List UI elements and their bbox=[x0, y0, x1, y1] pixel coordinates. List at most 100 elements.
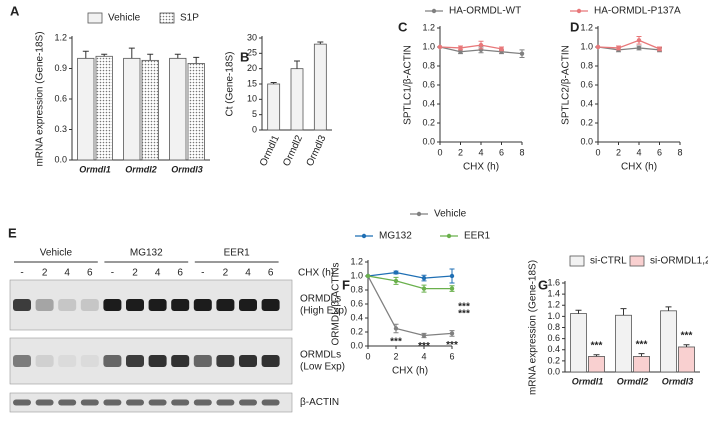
point bbox=[657, 46, 662, 52]
y-tick-label: 1.6 bbox=[547, 277, 560, 287]
legend-label: si-ORMDL1,2,3 bbox=[650, 256, 708, 267]
blot-band bbox=[80, 399, 99, 406]
y-tick-label: 1.2 bbox=[580, 22, 593, 32]
x-tick-label: 4 bbox=[636, 147, 641, 157]
point bbox=[393, 326, 399, 331]
group-label: EER1 bbox=[224, 248, 251, 259]
y-tick-label: 1.4 bbox=[547, 289, 560, 299]
x-tick-label: 6 bbox=[449, 351, 454, 361]
x-tick-label: Ormdl1 bbox=[79, 164, 111, 174]
bar bbox=[678, 346, 695, 373]
x-tick-label: Ormdl1 bbox=[572, 376, 604, 386]
bar bbox=[169, 57, 187, 161]
y-tick-label: 1.0 bbox=[350, 270, 363, 280]
point bbox=[437, 44, 443, 50]
blot-band bbox=[103, 355, 122, 367]
blot-band bbox=[171, 355, 190, 367]
error-bar bbox=[638, 353, 645, 357]
blot-band bbox=[13, 355, 31, 367]
x-tick-label: 4 bbox=[421, 351, 426, 361]
x-tick-label: Ormdl3 bbox=[662, 376, 694, 386]
blot-band bbox=[103, 399, 122, 406]
y-tick-label: 0.6 bbox=[547, 333, 560, 343]
y-axis-label: Ct (Gene-18S) bbox=[225, 51, 236, 116]
significance-label: *** bbox=[458, 309, 470, 320]
series-line bbox=[597, 39, 660, 50]
bar bbox=[615, 314, 632, 373]
point bbox=[421, 275, 427, 281]
significance-label: *** bbox=[458, 302, 470, 313]
x-tick-label: 2 bbox=[616, 147, 621, 157]
legend-label: S1P bbox=[180, 13, 199, 24]
error-bar bbox=[593, 354, 600, 357]
point bbox=[595, 44, 601, 50]
y-tick-label: 0.8 bbox=[547, 322, 560, 332]
point bbox=[449, 273, 455, 279]
blot-band bbox=[35, 299, 54, 311]
y-tick-label: 0.6 bbox=[350, 298, 363, 308]
row-label: ORMDLs bbox=[300, 294, 341, 305]
y-tick-label: 0.8 bbox=[350, 284, 363, 294]
y-tick-label: 1.0 bbox=[580, 41, 593, 51]
panel-letter: G bbox=[538, 277, 548, 292]
bar bbox=[290, 68, 304, 131]
blot-band bbox=[261, 399, 280, 406]
x-tick-label: 6 bbox=[657, 147, 662, 157]
legend-swatch bbox=[629, 255, 645, 267]
x-axis-label: CHX (h) bbox=[463, 162, 499, 173]
y-tick-label: 0.4 bbox=[422, 98, 435, 108]
legend-marker bbox=[431, 8, 437, 14]
y-axis-label: mRNA expression (Gene-18S) bbox=[528, 260, 539, 395]
error-bar bbox=[101, 53, 108, 57]
x-tick-label: Ormdl2 bbox=[125, 164, 157, 174]
y-tick-label: 0.6 bbox=[422, 79, 435, 89]
y-axis-label: SPTLC1/β-ACTIN bbox=[403, 45, 414, 125]
blot-band bbox=[58, 355, 77, 367]
error-bar bbox=[294, 60, 300, 69]
bar bbox=[123, 57, 141, 161]
legend-marker bbox=[361, 233, 367, 239]
bar bbox=[267, 83, 281, 131]
blot-band bbox=[103, 299, 122, 311]
blot-band bbox=[126, 399, 144, 406]
y-tick-label: 1.2 bbox=[547, 300, 560, 310]
error-bar bbox=[193, 56, 200, 64]
y-tick-label: 15 bbox=[247, 78, 257, 88]
bar bbox=[313, 43, 327, 131]
row-label: (Low Exp) bbox=[300, 362, 345, 373]
lane-label: 2 bbox=[42, 268, 48, 279]
y-tick-label: 0.4 bbox=[350, 312, 363, 322]
point bbox=[636, 38, 642, 43]
y-tick-label: 1.2 bbox=[54, 32, 67, 42]
lane-label: 6 bbox=[268, 268, 274, 279]
series-line bbox=[367, 275, 452, 290]
legend-label: Vehicle bbox=[434, 209, 467, 220]
x-tick-label: Ormdl2 bbox=[281, 133, 305, 168]
group-label: MG132 bbox=[130, 248, 163, 259]
x-axis-label: CHX (h) bbox=[392, 366, 428, 377]
row-label: (High Exp) bbox=[300, 306, 347, 317]
point bbox=[365, 273, 371, 279]
blot-band bbox=[171, 299, 190, 311]
significance-label: *** bbox=[591, 340, 603, 351]
legend-label: HA-ORMDL-P137A bbox=[594, 6, 681, 17]
y-tick-label: 1.0 bbox=[547, 311, 560, 321]
bar bbox=[95, 55, 113, 161]
panel-letter: E bbox=[8, 225, 17, 240]
blot-band bbox=[80, 299, 99, 311]
y-tick-label: 30 bbox=[247, 32, 257, 42]
blot-band bbox=[126, 355, 144, 367]
blot-band bbox=[193, 299, 212, 311]
error-bar bbox=[128, 47, 135, 59]
lane-label: 6 bbox=[177, 268, 183, 279]
point bbox=[458, 45, 463, 51]
blot-band bbox=[13, 299, 31, 311]
x-tick-label: Ormdl3 bbox=[305, 133, 329, 168]
panel-letter: C bbox=[398, 19, 408, 34]
point bbox=[449, 331, 455, 336]
y-tick-label: 0.0 bbox=[54, 154, 67, 164]
error-bar bbox=[174, 53, 181, 59]
point bbox=[636, 45, 642, 51]
legend-marker bbox=[446, 233, 452, 239]
y-tick-label: 0.9 bbox=[54, 63, 67, 73]
